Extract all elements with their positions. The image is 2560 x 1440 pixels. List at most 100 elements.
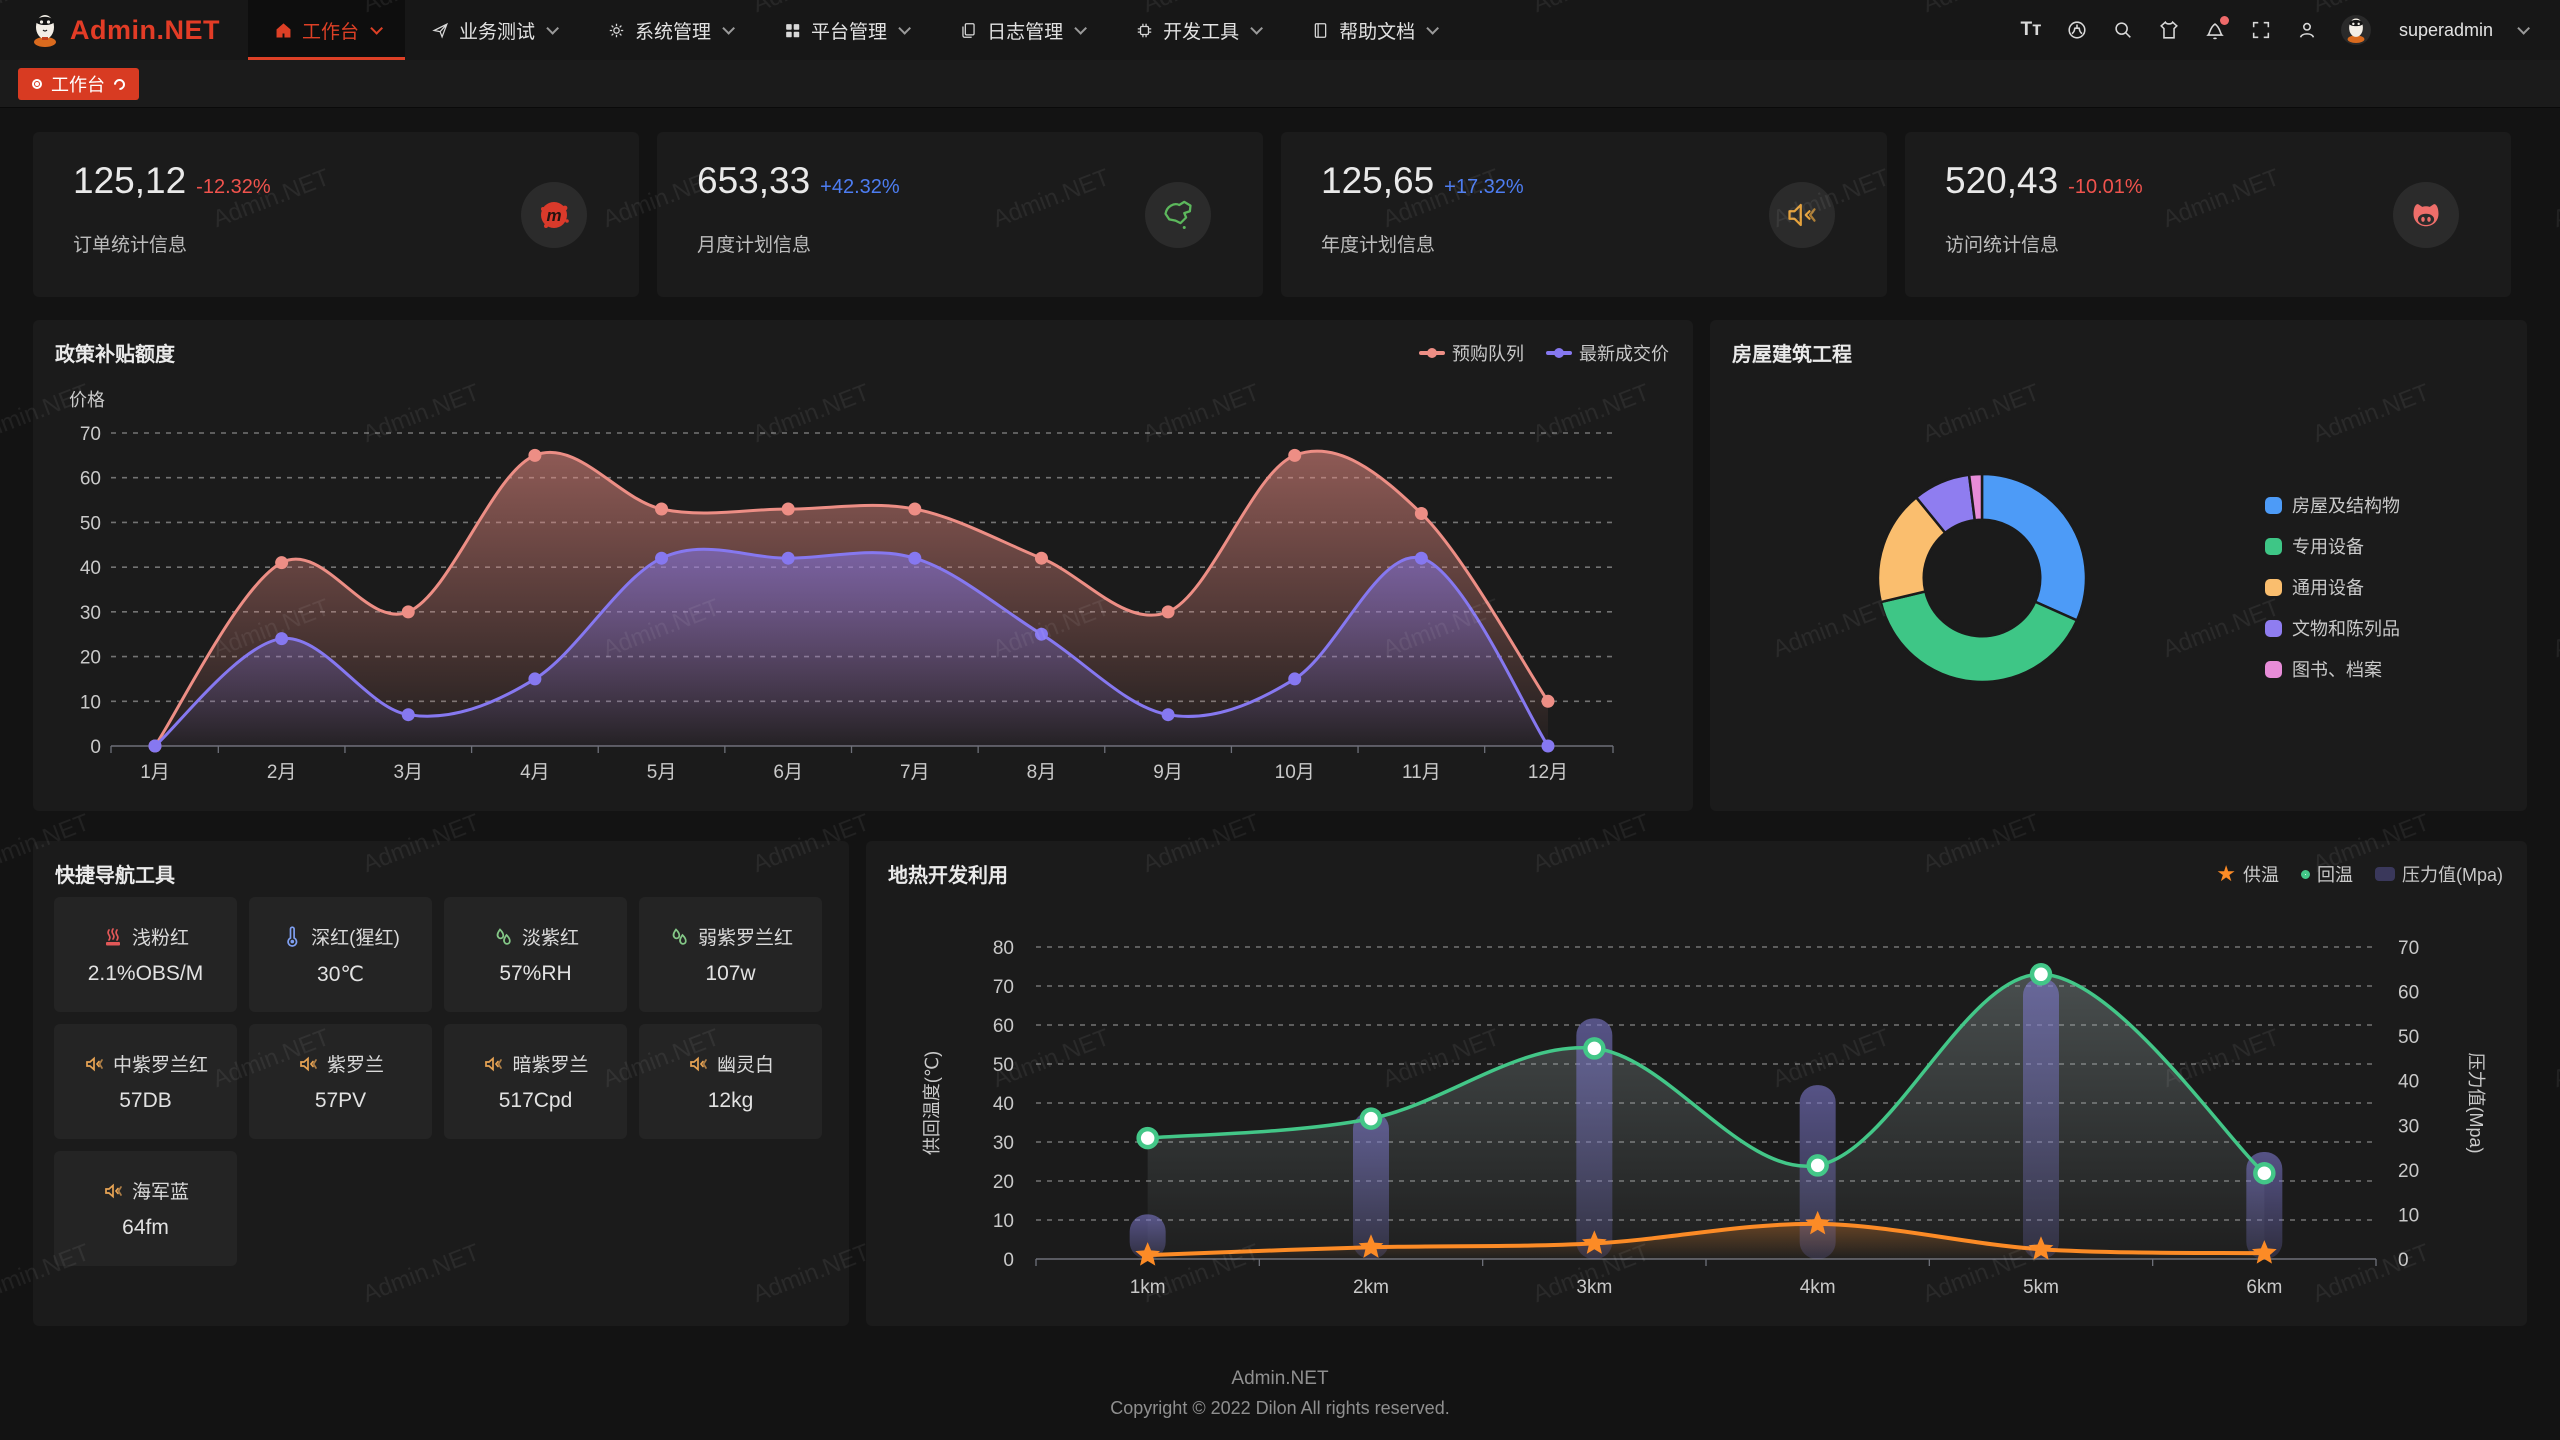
svg-text:70: 70 xyxy=(80,424,101,445)
quick-nav-item[interactable]: 幽灵白 12kg xyxy=(639,1024,822,1139)
quick-nav-item[interactable]: 中紫罗兰红 57DB xyxy=(54,1024,237,1139)
quick-nav-item[interactable]: 浅粉红 2.1%OBS/M xyxy=(54,897,237,1012)
home-icon xyxy=(276,22,291,37)
menu-item-platform-mgmt[interactable]: 平台管理 xyxy=(757,0,933,60)
fullscreen-icon[interactable] xyxy=(2249,18,2273,42)
legend-swatch-icon xyxy=(2265,537,2282,555)
gear-icon xyxy=(609,23,624,37)
svg-text:20: 20 xyxy=(2398,1161,2419,1182)
legend-item[interactable]: 文物和陈列品 xyxy=(2265,615,2400,641)
quick-nav-item[interactable]: 紫罗兰 57PV xyxy=(249,1024,432,1139)
quick-item-name: 弱紫罗兰红 xyxy=(697,928,793,949)
search-icon[interactable] xyxy=(2111,18,2135,42)
legend-item[interactable]: 图书、档案 xyxy=(2265,656,2400,682)
svg-text:3km: 3km xyxy=(1576,1277,1612,1298)
svg-text:30: 30 xyxy=(2398,1116,2419,1137)
svg-text:40: 40 xyxy=(80,558,101,579)
menu-item-system-mgmt[interactable]: 系统管理 xyxy=(581,0,757,60)
legend-square-marker-icon xyxy=(2374,867,2395,881)
send-icon xyxy=(432,22,449,39)
username[interactable]: superadmin xyxy=(2398,19,2493,40)
legend-label: 回温 xyxy=(2316,865,2353,885)
legend-item[interactable]: 房屋及结构物 xyxy=(2265,492,2400,518)
legend-item-supply-temp[interactable]: ★ 供温 xyxy=(2216,861,2279,887)
quick-item-value: 12kg xyxy=(707,1089,754,1112)
svg-text:0: 0 xyxy=(2398,1250,2409,1271)
quick-item-name: 暗紫罗兰 xyxy=(512,1055,589,1076)
droplets-icon xyxy=(496,927,511,945)
svg-text:价格: 价格 xyxy=(69,390,105,410)
svg-text:压力值(Mpa): 压力值(Mpa) xyxy=(2466,1052,2486,1153)
stat-card-annual-plan: 125,65 +17.32% 年度计划信息 xyxy=(1281,132,1887,297)
stat-value: 125,65 xyxy=(1321,160,1435,201)
legend-swatch-icon xyxy=(2265,496,2282,514)
svg-text:5km: 5km xyxy=(2023,1277,2059,1298)
logs-icon xyxy=(962,22,975,38)
subsidy-legend: 预购队列 最新成交价 xyxy=(1419,340,1669,366)
main-menu: 工作台 业务测试 系统管理 平台管理 日志管理 开发工具 帮助文档 xyxy=(248,0,1461,60)
legend-item-pressure[interactable]: 压力值(Mpa) xyxy=(2374,861,2503,887)
brand-name: Admin.NET xyxy=(70,14,220,45)
legend-item-preorder[interactable]: 预购队列 xyxy=(1419,340,1524,366)
quick-nav-item[interactable]: 暗紫罗兰 517Cpd xyxy=(444,1024,627,1139)
refresh-icon[interactable] xyxy=(111,76,128,92)
quick-item-value: 107w xyxy=(705,962,756,985)
quick-nav-item[interactable]: 海军蓝 64fm xyxy=(54,1151,237,1266)
menu-item-log-mgmt[interactable]: 日志管理 xyxy=(933,0,1109,60)
tab-workbench[interactable]: 工作台 xyxy=(18,68,139,100)
quick-nav-item[interactable]: 弱紫罗兰红 107w xyxy=(639,897,822,1012)
legend-label: 最新成交价 xyxy=(1579,344,1669,364)
quick-item-name: 紫罗兰 xyxy=(326,1055,384,1076)
language-icon[interactable] xyxy=(2065,18,2089,42)
user-avatar[interactable] xyxy=(2340,15,2371,45)
quick-item-value: 57%RH xyxy=(499,962,572,985)
legend-line-marker-icon xyxy=(1419,351,1445,355)
speaker-icon xyxy=(105,1183,122,1198)
pie-legend: 房屋及结构物 专用设备 通用设备 文物和陈列品 图书、档案 xyxy=(2265,492,2400,682)
stat-delta: +42.32% xyxy=(820,176,900,198)
chevron-down-icon[interactable] xyxy=(2517,21,2530,35)
legend-label: 压力值(Mpa) xyxy=(2401,865,2503,885)
legend-item-latest-price[interactable]: 最新成交价 xyxy=(1546,340,1669,366)
quick-nav-item[interactable]: 深红(猩红) 30℃ xyxy=(249,897,432,1012)
legend-item[interactable]: 通用设备 xyxy=(2265,574,2400,600)
chevron-down-icon xyxy=(1250,21,1264,35)
stat-label: 订单统计信息 xyxy=(73,235,188,256)
speaker-mute-icon xyxy=(1769,181,1835,248)
heater-icon xyxy=(105,927,120,945)
tab-label: 工作台 xyxy=(51,75,105,95)
panel-quick-nav: 快捷导航工具 浅粉红 2.1%OBS/M 深红(猩红) 30℃ 淡紫红 57%RH 弱紫罗兰… xyxy=(33,841,849,1326)
panel-title: 地热开发利用 xyxy=(888,865,1008,887)
svg-text:2月: 2月 xyxy=(267,762,297,783)
theme-icon[interactable] xyxy=(2157,18,2181,42)
svg-text:0: 0 xyxy=(90,737,101,758)
panel-policy-subsidy: 政策补贴额度 预购队列 最新成交价 0 10 20 30 40 50 60 70 价格 1月 2月 3… xyxy=(33,320,1693,811)
panel-geothermal: 地热开发利用 ★ 供温 回温 压力值(Mpa) 0 10 20 30 40 50 60 70 8… xyxy=(866,841,2527,1326)
quick-nav-item[interactable]: 淡紫红 57%RH xyxy=(444,897,627,1012)
chevron-down-icon xyxy=(1074,21,1088,35)
font-size-icon[interactable]: Tт xyxy=(2020,19,2042,40)
panel-title: 政策补贴额度 xyxy=(55,344,175,366)
menu-item-dev-tools[interactable]: 开发工具 xyxy=(1109,0,1285,60)
menu-item-help-docs[interactable]: 帮助文档 xyxy=(1285,0,1461,60)
droplets-icon xyxy=(672,927,687,945)
svg-text:6月: 6月 xyxy=(773,762,803,783)
brand[interactable]: Admin.NET xyxy=(0,0,248,60)
grid-icon xyxy=(786,23,800,37)
legend-item-return-temp[interactable]: 回温 xyxy=(2300,861,2353,887)
notification-icon[interactable] xyxy=(2203,16,2229,42)
menu-item-workbench[interactable]: 工作台 xyxy=(248,0,406,60)
penguin-logo-icon xyxy=(34,15,56,47)
tab-active-dot-icon xyxy=(32,79,42,89)
chevron-down-icon xyxy=(722,21,736,35)
speaker-icon xyxy=(690,1056,707,1071)
footer-copyright: Copyright © 2022 Dilon All rights reserv… xyxy=(1110,1398,1450,1418)
stat-card-visits: 520,43 -10.01% 访问统计信息 xyxy=(1905,132,2511,297)
penguin-avatar-icon xyxy=(2347,18,2365,43)
svg-text:20: 20 xyxy=(80,648,101,669)
profile-icon[interactable] xyxy=(2295,18,2319,42)
svg-text:1月: 1月 xyxy=(140,762,170,783)
legend-item[interactable]: 专用设备 xyxy=(2265,533,2400,559)
thermometer-icon xyxy=(287,926,298,947)
menu-item-business-test[interactable]: 业务测试 xyxy=(405,0,581,60)
